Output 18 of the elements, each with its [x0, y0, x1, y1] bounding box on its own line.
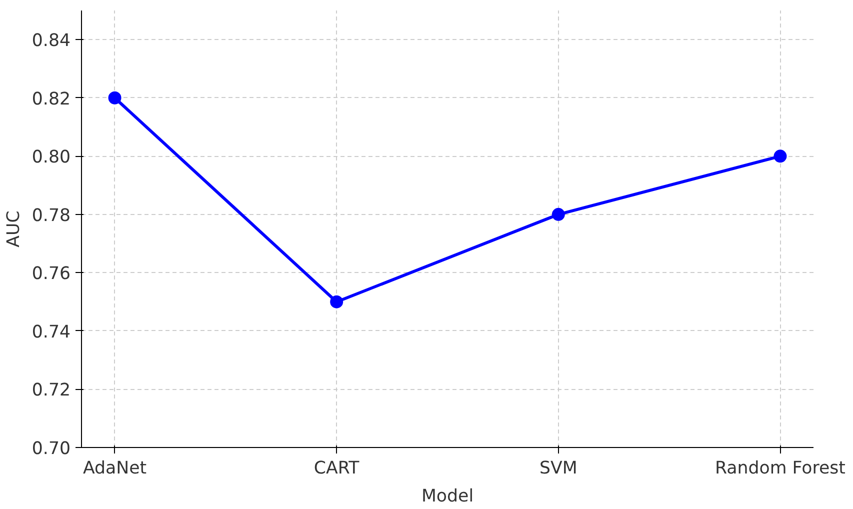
point: [330, 295, 344, 308]
x-axis-title: Model: [421, 486, 474, 506]
y-tick-label: 0.82: [32, 89, 71, 110]
y-tick-label: 0.78: [32, 206, 71, 226]
y-tick-label: 0.84: [32, 31, 71, 52]
point: [774, 150, 787, 163]
x-tick-label: CART: [314, 458, 360, 478]
y-tick-label: 0.74: [32, 322, 71, 342]
x-tick-label: AdaNet: [82, 458, 147, 478]
x-tick-label: Random Forest: [715, 458, 846, 478]
x-tick-label: SVM: [540, 458, 578, 478]
y-axis-title: AUC: [4, 210, 24, 248]
y-tick-label: 0.76: [32, 264, 71, 284]
point: [108, 91, 122, 104]
y-tick-label: 0.70: [32, 439, 71, 459]
y-tick-label: 0.72: [32, 380, 71, 401]
point: [552, 208, 565, 221]
y-tick-label: 0.80: [32, 148, 71, 168]
